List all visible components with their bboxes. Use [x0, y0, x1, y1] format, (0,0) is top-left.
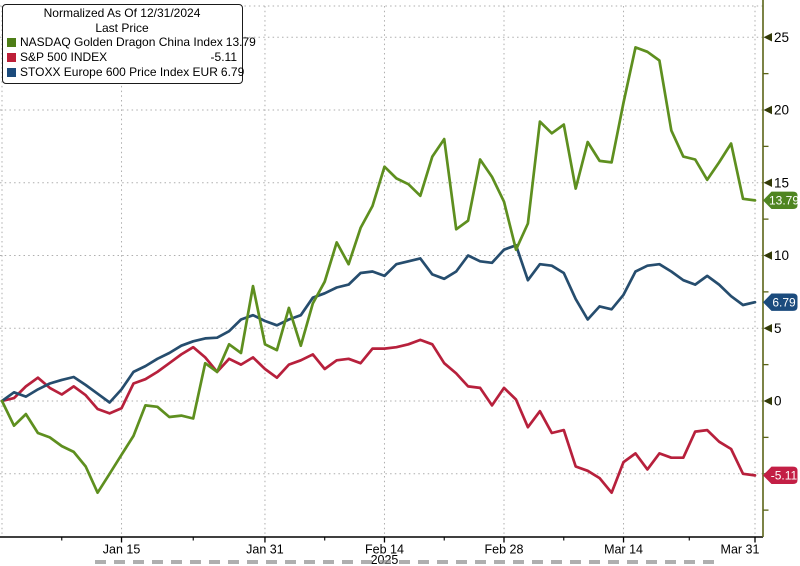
y-tick-arrow-icon	[763, 323, 772, 333]
y-tick-arrow-icon	[763, 105, 772, 115]
series-line-sp	[0, 338, 757, 495]
y-tick-label: 0	[774, 394, 782, 409]
y-tick-label: 10	[774, 248, 789, 263]
legend-entry: S&P 500 INDEX -5.11	[7, 50, 237, 65]
last-price-badge-value: 6.79	[772, 295, 796, 309]
y-tick-label: 25	[774, 30, 789, 45]
legend-subtitle: Last Price	[95, 20, 149, 35]
y-tick-arrow-icon	[763, 178, 772, 188]
y-tick-label: 15	[774, 175, 789, 190]
y-tick-label: 5	[774, 321, 782, 336]
x-tick-label: Mar 31	[721, 543, 760, 557]
legend-entry-label: STOXX Europe 600 Price Index EUR	[20, 65, 218, 79]
legend-entry: STOXX Europe 600 Price Index EUR 6.79	[7, 65, 244, 80]
y-tick-label: 20	[774, 103, 789, 118]
legend-entry: NASDAQ Golden Dragon China Index 13.79	[7, 35, 256, 50]
x-tick-label: Mar 14	[604, 543, 643, 557]
last-price-badge-value: 13.79	[769, 194, 799, 208]
stoxx-color-swatch-icon	[7, 68, 16, 77]
legend-box: Normalized As Of 12/31/2024 Last Price N…	[2, 4, 256, 84]
last-price-badge	[763, 293, 798, 311]
legend-entry-label: S&P 500 INDEX	[20, 50, 108, 64]
x-tick-label: Feb 28	[485, 543, 524, 557]
legend-entry-label: NASDAQ Golden Dragon China Index	[20, 35, 223, 49]
last-price-badge-value: -5.11	[771, 469, 798, 483]
x-tick-label: Jan 31	[246, 543, 284, 557]
legend-entry-value: 6.79	[220, 65, 245, 79]
last-price-badge	[763, 466, 798, 485]
legend-entry-value: -5.11	[210, 50, 237, 64]
y-tick-arrow-icon	[763, 251, 772, 260]
legend-title: Normalized As Of 12/31/2024	[43, 6, 201, 20]
x-tick-label: Feb 14	[365, 543, 404, 557]
y-tick-arrow-icon	[763, 396, 772, 406]
series-line-nasdaq	[0, 46, 757, 495]
y-tick-arrow-icon	[763, 32, 772, 42]
spx-color-swatch-icon	[7, 53, 16, 62]
x-tick-label: Jan 15	[103, 543, 141, 557]
nasdaq-color-swatch-icon	[7, 38, 16, 47]
legend-entry-value: 13.79	[225, 35, 256, 49]
series-line-stoxx	[0, 243, 757, 404]
cutoff-text-artifact	[95, 560, 722, 564]
last-price-badge	[763, 191, 798, 210]
